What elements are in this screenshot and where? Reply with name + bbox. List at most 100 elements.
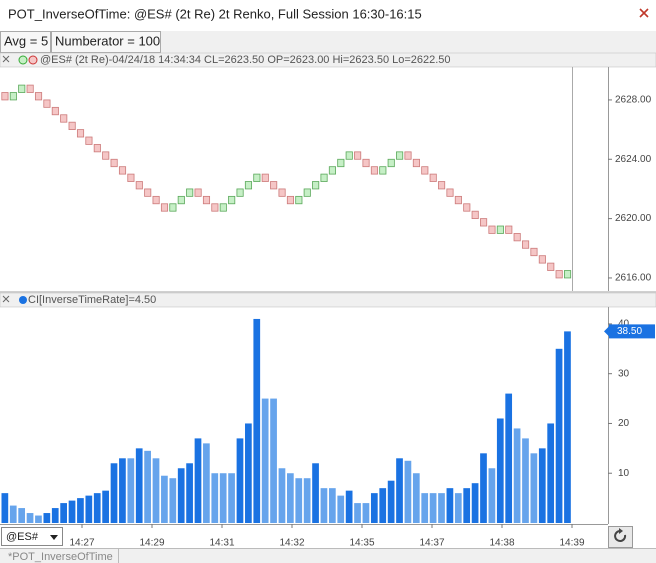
bar xyxy=(85,495,93,523)
renko-brick xyxy=(530,247,538,257)
bar xyxy=(9,505,17,523)
bar xyxy=(135,448,143,523)
x-tick-label: 14:29 xyxy=(139,538,164,549)
bar xyxy=(488,468,496,523)
workspace-tab[interactable]: *POT_InverseOfTime xyxy=(8,551,113,563)
bar xyxy=(513,428,521,523)
y-tick-label: 2628.00 xyxy=(615,95,652,106)
last-value-label: 38.50 xyxy=(617,326,642,337)
bar xyxy=(547,423,555,523)
inputs-bar xyxy=(0,31,656,53)
renko-brick xyxy=(396,151,404,160)
renko-brick xyxy=(295,195,303,205)
renko-brick xyxy=(303,188,311,197)
renko-brick xyxy=(236,188,244,197)
bar xyxy=(177,468,185,523)
renko-brick xyxy=(496,225,504,234)
pane-close-icon[interactable] xyxy=(2,55,10,63)
bar xyxy=(144,450,151,523)
bar xyxy=(396,458,403,523)
renko-brick xyxy=(1,92,9,101)
renko-brick xyxy=(564,270,572,279)
renko-brick xyxy=(379,166,387,175)
renko-brick xyxy=(127,173,135,182)
renko-brick xyxy=(194,188,202,197)
renko-brick xyxy=(169,203,177,212)
renko-brick xyxy=(404,151,412,160)
bar xyxy=(77,498,84,523)
y-tick-label: 2624.00 xyxy=(615,154,652,165)
bar xyxy=(119,458,126,523)
bar xyxy=(345,490,353,523)
tab-bar xyxy=(0,548,656,563)
bar xyxy=(26,513,34,523)
bar xyxy=(522,438,529,523)
input-box xyxy=(51,31,161,53)
bar xyxy=(480,453,487,523)
bar xyxy=(152,458,160,523)
x-tick-label: 14:38 xyxy=(489,538,514,549)
bar xyxy=(438,493,445,523)
pane-header xyxy=(0,292,656,308)
renko-brick xyxy=(135,181,143,190)
renko-brick xyxy=(43,99,51,108)
dropdown-box[interactable] xyxy=(1,527,63,546)
renko-brick xyxy=(76,129,85,138)
bar xyxy=(412,473,420,523)
bar xyxy=(337,495,345,523)
bar xyxy=(404,460,412,523)
y-tick-label: 2616.00 xyxy=(615,273,652,284)
renko-brick xyxy=(152,195,160,205)
renko-brick xyxy=(51,106,59,116)
close-button-bg[interactable] xyxy=(634,4,654,26)
renko-brick xyxy=(446,188,454,197)
pane-header xyxy=(0,52,656,68)
symbol-dropdown[interactable]: @ES# xyxy=(1,527,63,546)
reload-bg[interactable] xyxy=(608,526,633,548)
bar xyxy=(387,480,395,523)
renko-brick xyxy=(286,195,294,205)
renko-brick xyxy=(337,158,345,168)
bar xyxy=(471,483,479,523)
bar xyxy=(236,438,244,523)
close-button[interactable] xyxy=(634,4,654,26)
bar xyxy=(203,443,210,523)
renko-brick xyxy=(421,166,429,175)
bar xyxy=(446,488,454,523)
renko-brick xyxy=(429,173,437,182)
bar xyxy=(496,418,504,523)
bar xyxy=(18,508,26,523)
y-tick-label: 40 xyxy=(618,319,630,330)
bar xyxy=(194,438,202,523)
renko-brick xyxy=(513,233,521,242)
pane-close-icon[interactable] xyxy=(2,295,10,303)
bar xyxy=(127,458,135,523)
symbol-text[interactable]: @ES# xyxy=(6,531,39,543)
bar xyxy=(169,478,177,523)
close-icon[interactable] xyxy=(639,8,649,18)
bar xyxy=(287,473,294,523)
bar xyxy=(161,475,168,523)
pane-title: @ES# (2t Re)-04/24/18 14:34:34 CL=2623.5… xyxy=(40,54,451,66)
bar xyxy=(429,493,437,523)
bar xyxy=(68,500,76,523)
renko-brick xyxy=(387,158,395,168)
renko-brick xyxy=(328,166,336,175)
reload-button[interactable] xyxy=(608,526,633,548)
renko-brick xyxy=(412,158,420,168)
renko-brick xyxy=(144,188,152,197)
reload-icon[interactable] xyxy=(614,530,627,542)
last-value-box xyxy=(609,324,655,339)
renko-brick xyxy=(345,151,353,160)
bar xyxy=(454,493,462,523)
dropdown-arrow[interactable] xyxy=(50,535,58,540)
title-bar xyxy=(0,0,656,31)
y-tick-label: 30 xyxy=(618,368,630,379)
bar xyxy=(421,493,429,523)
reload-arrow[interactable] xyxy=(619,528,623,534)
bar xyxy=(354,503,361,523)
y-tick-label: 10 xyxy=(618,468,630,479)
renko-brick xyxy=(354,151,362,160)
bar xyxy=(295,478,303,523)
bar xyxy=(186,463,193,523)
